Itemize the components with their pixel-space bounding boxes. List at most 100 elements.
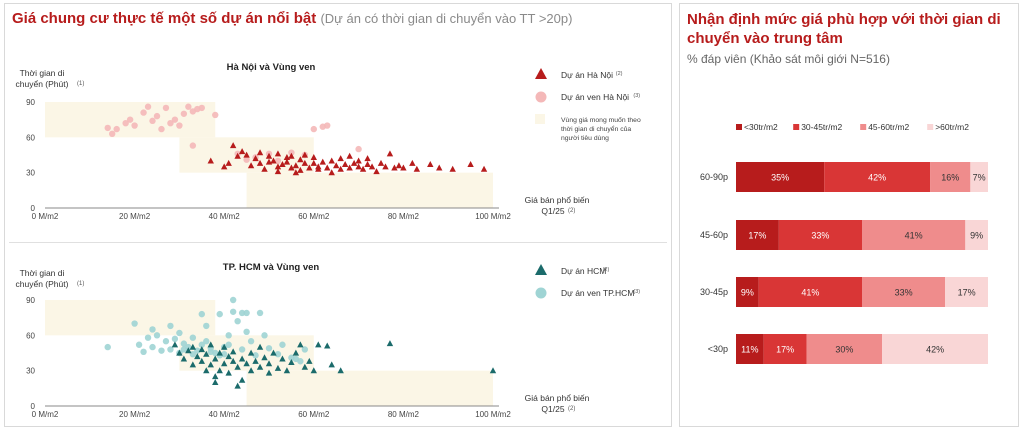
desired-price-zone-2	[246, 172, 493, 208]
y-tick-label: 60	[26, 133, 35, 142]
data-point-triangle	[261, 165, 268, 172]
data-point-circle	[216, 310, 223, 318]
bar-segment	[824, 162, 931, 192]
data-point-triangle	[350, 159, 358, 166]
y-tick-label: 90	[26, 296, 35, 305]
data-point-circle	[185, 343, 192, 351]
data-point-triangle	[194, 353, 201, 360]
data-point-circle	[243, 309, 250, 317]
data-point-triangle	[274, 364, 282, 371]
y-tick-label: 30	[26, 169, 35, 178]
data-point-triangle	[306, 164, 313, 171]
hanoi-scatter-chart: 0 30 60 90 0 M/m2 20 M/m2 40 M/m2 60 M/m2 80 M/m…	[16, 62, 641, 221]
data-point-triangle	[337, 367, 344, 374]
data-point-circle	[229, 308, 237, 315]
data-point-triangle	[306, 357, 313, 364]
stacked-bar-chart: <30tr/m2 30-45tr/m2 45-60tr/m2 >60tr/m2 60-9…	[700, 122, 988, 364]
x-tick-label: 60 M/m2	[298, 212, 330, 221]
data-point-circle	[198, 104, 205, 112]
data-point-triangle	[274, 150, 282, 157]
data-point-circle	[109, 130, 116, 137]
data-point-triangle	[319, 158, 326, 165]
y-tick-label: 0	[31, 204, 36, 213]
data-point-circle	[252, 352, 259, 359]
data-point-triangle	[229, 142, 237, 149]
data-point-circle	[288, 149, 295, 156]
data-point-triangle	[377, 159, 385, 166]
data-point-triangle	[216, 349, 223, 356]
data-point-circle	[324, 122, 331, 129]
data-point-circle	[171, 116, 179, 123]
data-point-circle	[274, 157, 282, 165]
legend-swatch	[793, 124, 800, 130]
x-tick-label: 100 M/m2	[475, 212, 511, 221]
data-point-circle	[310, 125, 317, 133]
legend-label: Dự án HCM	[561, 266, 606, 276]
y-tick-label: 0	[31, 402, 36, 411]
bar-segment	[763, 334, 807, 364]
data-point-triangle	[207, 361, 214, 368]
data-point-triangle	[229, 357, 237, 364]
data-point-circle	[185, 103, 192, 110]
data-point-circle	[189, 350, 197, 358]
data-point-triangle	[225, 369, 232, 376]
data-point-triangle	[333, 162, 340, 169]
data-point-triangle	[189, 361, 197, 368]
data-point-triangle	[288, 152, 295, 159]
data-point-triangle	[243, 151, 250, 158]
data-point-circle	[221, 350, 228, 358]
data-point-triangle	[297, 166, 304, 173]
bar-value-label: 11%	[741, 345, 758, 355]
data-point-triangle	[315, 165, 322, 172]
data-point-circle	[225, 332, 232, 339]
bar-value-label: 17%	[776, 345, 794, 355]
bar-value-label: 33%	[895, 288, 913, 298]
x-tick-label: 0 M/m2	[32, 410, 59, 419]
left-panel: Giá chung cư thực tế một số dự án nổi bậ…	[4, 3, 672, 427]
data-point-triangle	[310, 367, 317, 374]
data-point-circle	[274, 350, 282, 358]
chart-separator	[9, 242, 667, 243]
legend-label: >60tr/m2	[935, 122, 969, 132]
bar-segment	[930, 162, 971, 192]
data-point-circle	[355, 145, 362, 153]
data-point-triangle	[180, 355, 188, 362]
data-point-triangle	[315, 341, 322, 348]
x-tick-label: 20 M/m2	[119, 212, 151, 221]
data-point-circle	[140, 109, 147, 116]
data-point-circle	[144, 103, 152, 110]
y-axis-label-line2: chuyển (Phút)	[16, 79, 69, 89]
data-point-triangle	[373, 168, 380, 175]
bar-segment	[758, 277, 862, 307]
data-point-triangle	[225, 353, 232, 360]
bar-value-label: 30%	[835, 345, 853, 355]
left-title-text: Giá chung cư thực tế một số dự án nổi bậ…	[12, 10, 317, 27]
data-point-triangle	[212, 373, 219, 380]
legend-marker-circle	[535, 287, 547, 299]
data-point-circle	[167, 322, 174, 330]
data-point-circle	[243, 156, 250, 163]
data-point-triangle	[207, 157, 214, 164]
data-point-triangle	[229, 348, 237, 355]
data-point-circle	[140, 348, 147, 356]
chart-title: TP. HCM và Vùng ven	[223, 262, 320, 273]
data-point-triangle	[391, 164, 398, 171]
category-label: <30p	[708, 344, 728, 354]
data-point-triangle	[212, 379, 219, 386]
data-point-triangle	[359, 165, 367, 172]
data-point-triangle	[292, 349, 300, 356]
data-point-circle	[189, 334, 197, 341]
data-point-triangle	[189, 343, 197, 350]
legend-zone-label: Vùng giá mong muốn theo	[561, 115, 641, 124]
data-point-circle	[158, 125, 165, 133]
legend-label: Dự án Hà Nội	[561, 70, 613, 80]
data-point-triangle	[337, 165, 344, 172]
data-point-triangle	[274, 163, 282, 170]
legend-marker-triangle	[535, 68, 547, 79]
bar-segment	[965, 220, 988, 250]
data-point-triangle	[198, 357, 205, 364]
data-point-triangle	[310, 153, 317, 160]
data-point-triangle	[324, 342, 331, 349]
legend-label-sup: (3)	[633, 93, 640, 99]
x-axis-label-sup: (2)	[568, 208, 575, 214]
